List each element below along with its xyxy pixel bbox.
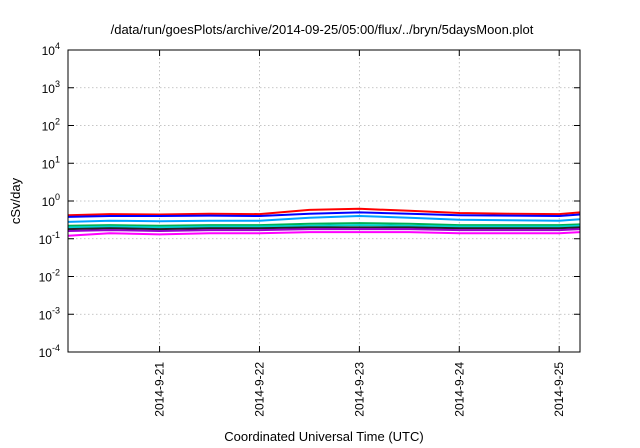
- y-tick-label: 104: [42, 41, 60, 58]
- axis-ticks: [68, 49, 580, 353]
- x-tick-label: 2014-9-25: [552, 362, 566, 417]
- x-tick-label: 2014-9-21: [153, 362, 167, 417]
- series-line-8: [67, 231, 581, 237]
- gridlines: [68, 50, 580, 352]
- chart-title: /data/run/goesPlots/archive/2014-09-25/0…: [111, 22, 534, 37]
- series-line-1: [67, 207, 581, 217]
- series-line-2: [67, 211, 581, 218]
- x-tick-labels: 2014-9-21 2014-9-22 2014-9-23 2014-9-24 2014…: [153, 362, 567, 417]
- y-tick-label: 101: [42, 154, 60, 171]
- y-tick-labels: 10-4 10-3 10-2 10-1 100 101 102 103 104: [39, 41, 60, 360]
- series-line-3: [67, 215, 581, 223]
- y-tick-label: 100: [42, 192, 60, 209]
- series-lines: [67, 207, 581, 237]
- y-tick-label: 10-2: [39, 268, 60, 285]
- y-tick-label: 102: [42, 117, 60, 134]
- y-tick-label: 10-4: [39, 343, 60, 360]
- series-line-7: [67, 228, 581, 232]
- y-tick-label: 10-1: [39, 230, 60, 247]
- y-tick-label: 10-3: [39, 305, 60, 322]
- x-tick-label: 2014-9-22: [252, 362, 266, 417]
- x-tick-label: 2014-9-24: [452, 362, 466, 417]
- y-tick-label: 103: [42, 79, 60, 96]
- series-line-4: [67, 222, 581, 227]
- x-axis-label: Coordinated Universal Time (UTC): [224, 429, 423, 444]
- series-line-6: [67, 226, 581, 231]
- x-tick-label: 2014-9-23: [352, 362, 366, 417]
- y-axis-label: cSv/day: [8, 177, 23, 224]
- series-line-5: [67, 224, 581, 229]
